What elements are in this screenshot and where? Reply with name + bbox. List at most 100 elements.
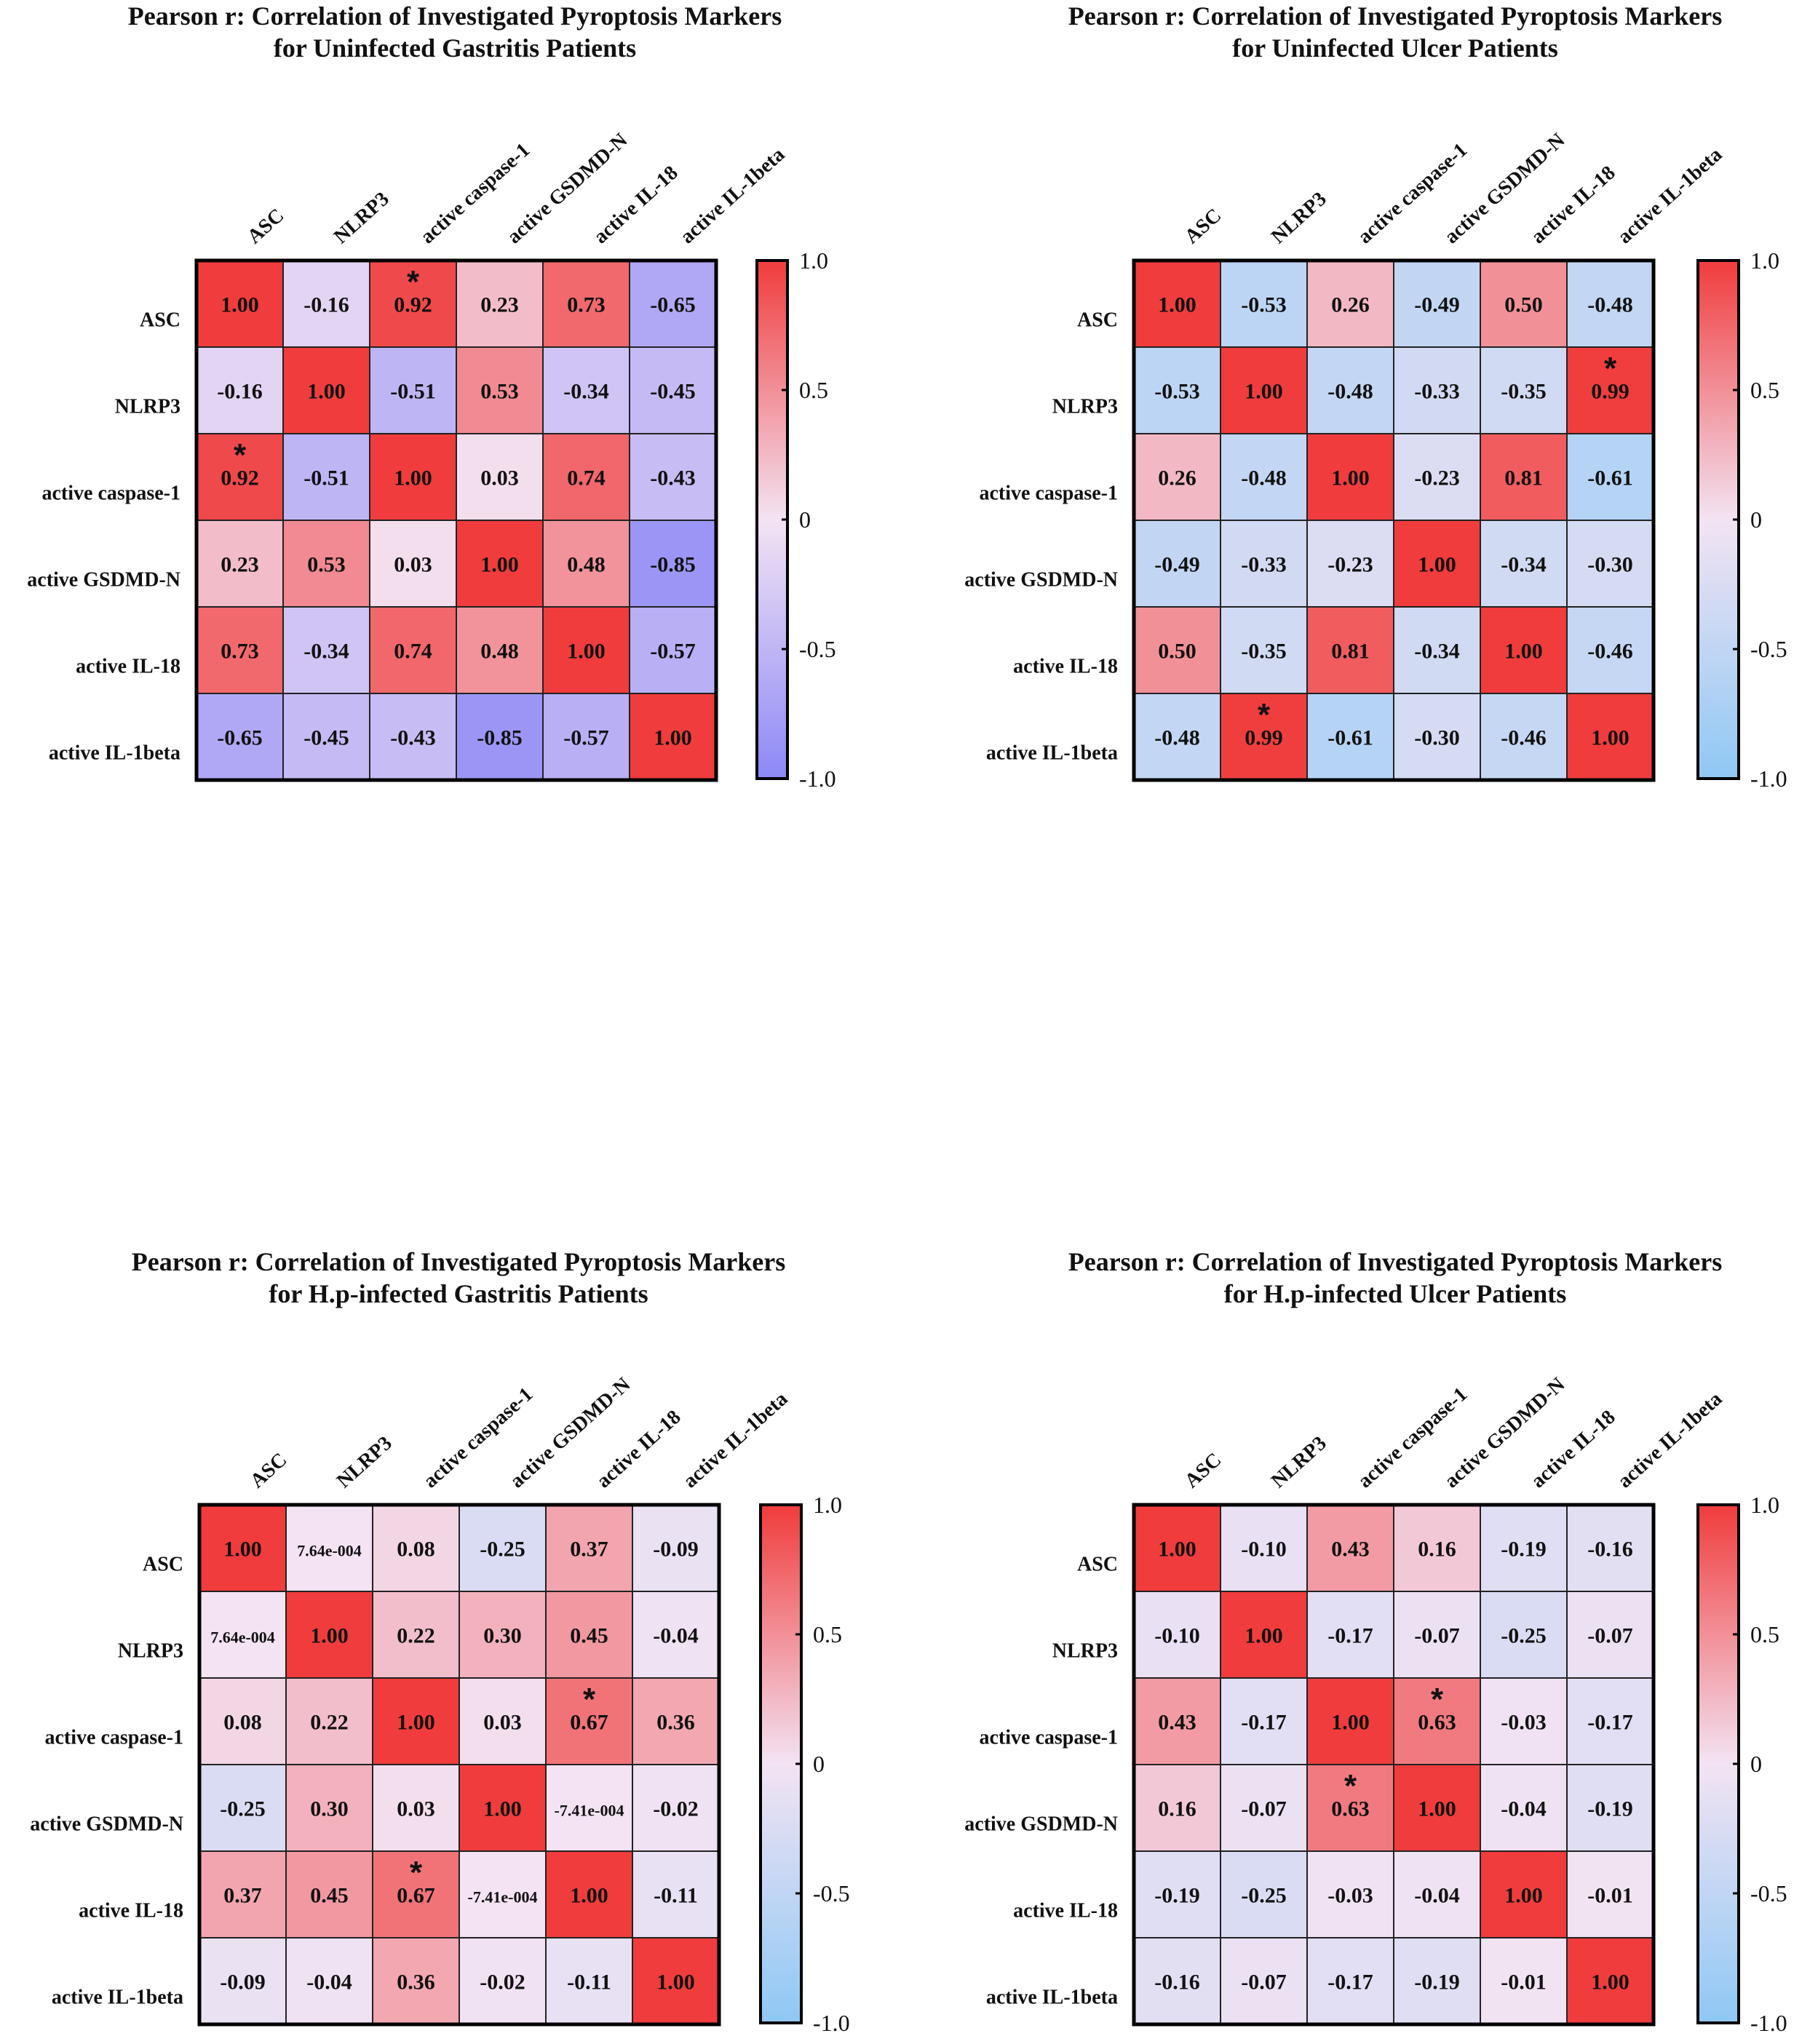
row-label: active caspase-1	[41, 482, 180, 505]
cell-value-label: 0.08	[223, 1711, 262, 1735]
cell-value-label: 1.00	[397, 1711, 435, 1735]
colorbar-tick-label: 0	[1750, 1751, 1762, 1777]
colorbar-tick-label: 0.5	[813, 1621, 842, 1647]
cell-value-label: 0.74	[567, 466, 606, 490]
cell-value-label: -0.85	[650, 553, 696, 577]
colorbar	[1696, 259, 1740, 780]
heatmap-cell	[459, 1591, 547, 1679]
heatmap-cell	[459, 1764, 547, 1852]
cell-value-label: -0.49	[1414, 293, 1460, 317]
cell-value-label: 1.00	[394, 466, 432, 490]
row-label: NLRP3	[1052, 396, 1118, 418]
row-label: active IL-1beta	[49, 742, 180, 765]
cell-value-label: -7.41e-004	[555, 1802, 624, 1820]
cell-value-label: -0.07	[1587, 1624, 1633, 1648]
significance-marker: *	[1344, 1768, 1357, 1804]
heatmap-cell	[1480, 346, 1568, 434]
row-label: active caspase-1	[979, 482, 1118, 505]
colorbar-tick-label: 0	[813, 1751, 825, 1777]
chart-title: for Uninfected Ulcer Patients	[1232, 33, 1558, 63]
column-label: NLRP3	[1267, 1432, 1331, 1492]
cell-value-label: -0.61	[1327, 726, 1373, 750]
heatmap-cell	[1133, 1677, 1221, 1765]
heatmap-cell	[1133, 1850, 1221, 1938]
cell-value-label: 0.03	[480, 466, 519, 490]
column-label: active IL-1beta	[679, 1388, 792, 1492]
heatmap-cell	[282, 433, 370, 521]
cell-value-label: -0.33	[1414, 380, 1460, 404]
cell-value-label: -0.07	[1241, 1797, 1287, 1821]
cell-value-label: 0.36	[656, 1711, 695, 1735]
significance-marker: *	[1604, 351, 1617, 386]
heatmap-cell	[1566, 520, 1654, 608]
heatmap-cell	[1480, 1764, 1568, 1852]
cell-value-label: 1.00	[1331, 466, 1370, 490]
cell-value-label: 0.43	[1331, 1538, 1370, 1562]
chart-title: for H.p-infected Gastritis Patients	[269, 1279, 648, 1308]
cell-value-label: -0.17	[1241, 1711, 1287, 1735]
cell-value-label: -0.25	[1241, 1884, 1287, 1908]
cell-value-label: 0.92	[394, 293, 432, 317]
heatmap-cell	[1133, 433, 1221, 521]
cell-value-label: -0.61	[1587, 466, 1633, 490]
cell-value-label: -0.25	[220, 1797, 266, 1821]
cell-value-label: -0.16	[303, 293, 349, 317]
heatmap-cell	[1393, 1677, 1481, 1765]
cell-value-label: 0.67	[397, 1884, 435, 1908]
heatmap-cell	[545, 1677, 633, 1765]
heatmap-cell	[545, 1591, 633, 1679]
heatmap-cell	[459, 1850, 547, 1938]
row-label: active caspase-1	[979, 1727, 1118, 1749]
cell-value-label: -0.07	[1414, 1624, 1460, 1648]
colorbar-tick-label: 1.0	[1750, 247, 1779, 274]
cell-value-label: -0.51	[303, 466, 349, 490]
cell-value-label: 1.00	[483, 1797, 522, 1821]
heatmap-cell	[1133, 693, 1221, 781]
cell-value-label: 0.45	[570, 1624, 608, 1648]
cell-value-label: -0.01	[1501, 1971, 1547, 1995]
cell-value-label: 1.00	[1158, 293, 1196, 317]
cell-value-label: 1.00	[1504, 640, 1543, 664]
cell-value-label: -0.43	[650, 466, 696, 490]
row-label: ASC	[143, 1554, 183, 1576]
significance-marker: *	[583, 1682, 596, 1717]
heatmap-cell	[199, 1504, 287, 1592]
heatmap-cell	[629, 346, 717, 434]
cell-value-label: -0.17	[1327, 1971, 1373, 1995]
heatmap-cell	[1133, 520, 1221, 608]
cell-value-label: -0.30	[1587, 553, 1633, 577]
heatmap-cell	[632, 1850, 720, 1938]
cell-value-label: 0.26	[1158, 466, 1196, 490]
colorbar	[759, 1503, 803, 2024]
cell-value-label: -0.34	[1501, 553, 1547, 577]
column-label: active IL-1beta	[1613, 1388, 1726, 1492]
cell-value-label: 0.45	[310, 1884, 349, 1908]
cell-value-label: 1.00	[1245, 380, 1283, 404]
cell-value-label: -0.01	[1587, 1884, 1633, 1908]
cell-value-label: -0.48	[1154, 726, 1200, 750]
cell-value-label: -0.48	[1587, 293, 1633, 317]
heatmap-cell	[545, 1937, 633, 2025]
cell-value-label: -0.45	[650, 380, 696, 404]
cell-value-label: -0.09	[220, 1971, 266, 1995]
cell-value-label: -0.35	[1241, 640, 1287, 664]
cell-value-label: 0.81	[1331, 640, 1370, 664]
cell-value-label: 7.64e-004	[210, 1629, 275, 1647]
row-label: active IL-1beta	[986, 1987, 1118, 2009]
heatmap-frame	[1132, 1503, 1656, 2027]
cell-value-label: 0.63	[1331, 1797, 1370, 1821]
heatmap-cell	[1220, 693, 1308, 781]
heatmap-cell	[542, 693, 630, 781]
significance-marker: *	[1258, 697, 1271, 733]
colorbar-tick-label: 0	[799, 506, 811, 533]
column-label: active IL-18	[1527, 162, 1620, 248]
cell-value-label: 0.74	[394, 640, 432, 664]
heatmap-cell	[199, 1677, 287, 1765]
cell-value-label: 0.92	[221, 466, 259, 490]
cell-value-label: -0.35	[1501, 380, 1547, 404]
cell-value-label: 7.64e-004	[297, 1542, 362, 1560]
cell-value-label: 1.00	[654, 726, 692, 750]
cell-value-label: -0.10	[1154, 1624, 1200, 1648]
cell-value-label: -0.02	[480, 1971, 525, 1995]
chart-title: Pearson r: Correlation of Investigated P…	[1068, 1, 1723, 31]
